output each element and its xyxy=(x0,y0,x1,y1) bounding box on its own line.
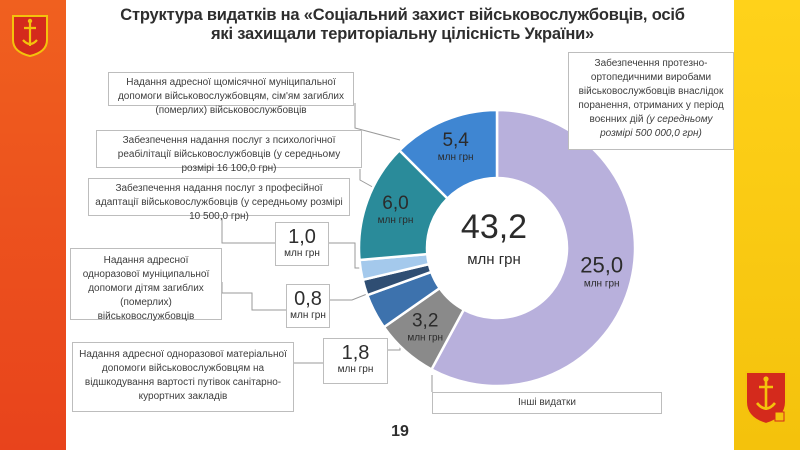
title-line-2: які захищали територіальну цілісність Ук… xyxy=(210,25,595,43)
slice-unit-label: млн грн xyxy=(584,278,620,289)
slice-value-label: 25,0 xyxy=(580,252,623,277)
donut-slice xyxy=(397,108,499,201)
slice-unit-label: млн грн xyxy=(407,333,443,344)
label-children-aid: Надання адресної одноразової муніципальн… xyxy=(70,248,222,322)
callout-value-1-0: 1,0 млн грн xyxy=(275,222,329,266)
connector-line xyxy=(221,218,275,244)
slice-unit-label: млн грн xyxy=(378,215,414,226)
callout-unit: млн грн xyxy=(284,248,320,259)
label-other-expenses: Інші видатки xyxy=(432,392,662,414)
slide-title: Структура видатків на «Соціальний захист… xyxy=(90,6,715,44)
left-color-band xyxy=(0,0,66,450)
slice-unit-label: млн грн xyxy=(438,152,474,163)
coat-of-arms-icon xyxy=(745,371,787,426)
callout-number: 1,8 xyxy=(341,342,370,364)
label-sanatorium: Надання адресної одноразової матеріально… xyxy=(72,342,294,412)
connector-line xyxy=(330,291,373,301)
title-line-1: Структура видатків на «Соціальний захист… xyxy=(120,6,685,24)
slice-value-label: 3,2 xyxy=(412,311,438,332)
donut-total-unit: млн грн xyxy=(467,251,521,268)
label-prosthetic: Забезпечення протезно-ортопедичними виро… xyxy=(568,52,734,150)
label-prosthetic-text: Забезпечення протезно-ортопедичними виро… xyxy=(578,58,724,125)
callout-value-0-8: 0,8 млн грн xyxy=(286,284,330,328)
connector-line xyxy=(221,282,286,311)
callout-value-1-8: 1,8 млн грн xyxy=(323,338,388,384)
label-psych-rehab: Забезпечення надання послуг з психологіч… xyxy=(96,130,362,174)
donut-slice xyxy=(429,108,637,388)
donut-slices xyxy=(357,108,637,388)
callout-unit: млн грн xyxy=(337,364,374,375)
slice-value-label: 6,0 xyxy=(382,193,408,214)
callout-number: 0,8 xyxy=(294,288,322,310)
label-prof-adapt: Забезпечення надання послуг з професійно… xyxy=(88,178,350,222)
coat-of-arms-icon xyxy=(12,15,48,58)
slice-value-label: 5,4 xyxy=(442,130,469,151)
callout-number: 1,0 xyxy=(288,226,316,248)
page-number: 19 xyxy=(391,423,409,440)
label-prosthetic-note: (у середньому розмірі 500 000,0 грн) xyxy=(600,114,713,139)
callout-unit: млн грн xyxy=(290,310,326,321)
donut-total-value: 43,2 xyxy=(461,208,527,246)
label-monthly-aid: Надання адресної щомісячної муніципально… xyxy=(108,72,354,116)
connector-line xyxy=(354,103,401,141)
